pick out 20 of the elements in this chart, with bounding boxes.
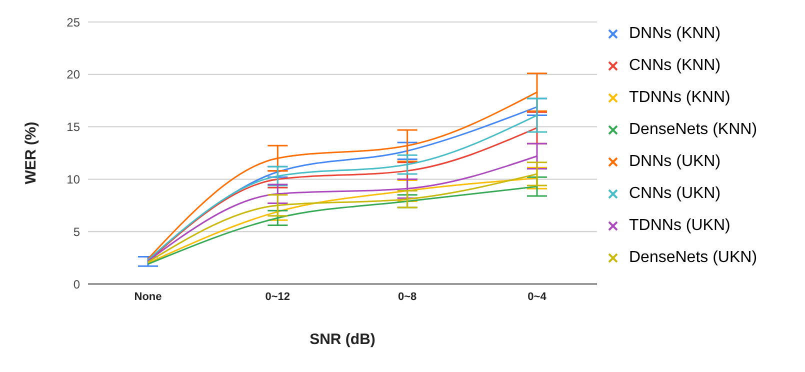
legend-label: DNNs (UKN) (629, 153, 721, 171)
y-tick-label: 25 (66, 15, 80, 30)
x-tick-label: 0~8 (398, 290, 417, 303)
y-tick-label: 5 (73, 224, 80, 239)
x-tick-label: None (134, 290, 162, 303)
y-tick-label: 15 (66, 120, 80, 134)
legend-label: DNNs (KNN) (629, 25, 721, 43)
legend-label: TDNNs (KNN) (629, 89, 730, 107)
legend-label: CNNs (KNN) (629, 57, 721, 75)
x-tick-label: 0~12 (265, 290, 290, 303)
legend-label: CNNs (UKN) (629, 185, 721, 203)
x-tick-label: 0~4 (528, 290, 548, 303)
legend-label: DenseNets (KNN) (629, 121, 758, 139)
legend-label: TDNNs (UKN) (629, 217, 730, 235)
x-axis-title: SNR (dB) (310, 331, 376, 348)
y-tick-label: 0 (73, 277, 80, 292)
y-tick-label: 10 (66, 172, 80, 186)
y-tick-label: 20 (66, 68, 80, 82)
y-axis-title: WER (%) (22, 122, 40, 184)
legend-label: DenseNets (UKN) (629, 249, 758, 267)
